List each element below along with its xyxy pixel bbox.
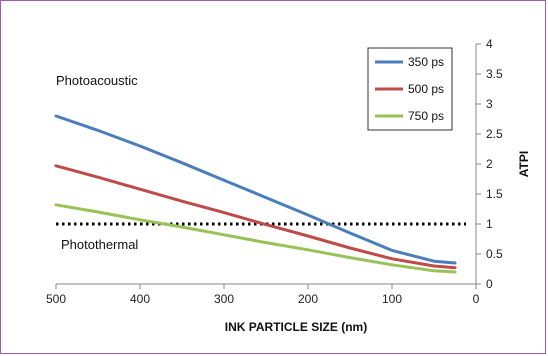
y-tick-label: 0 — [486, 277, 493, 291]
y-tick-label: 1.5 — [486, 187, 503, 201]
series-line-750-ps — [54, 203, 457, 274]
legend-label: 750 ps — [408, 109, 444, 123]
series-layer — [54, 114, 457, 274]
axes: 500 400 300 200 100 00 0.5 1 1.5 2 2.5 3 3.5 4 INK PAR… — [46, 37, 531, 334]
legend-label: 350 ps — [408, 55, 444, 69]
annotation-photothermal: Photothermal — [61, 237, 138, 252]
y-tick-label: 3.5 — [486, 67, 503, 81]
x-tick-label: 100 — [382, 292, 402, 306]
series-line-350-ps — [54, 114, 457, 265]
x-tick-label: 300 — [214, 292, 234, 306]
legend: 350 ps 500 ps 750 ps — [367, 47, 453, 131]
x-tick-label: 200 — [298, 292, 318, 306]
y-tick-label: 1 — [486, 217, 493, 231]
annotation-layer: Photoacoustic Photothermal — [56, 73, 138, 252]
y-tick-label: 2.5 — [486, 127, 503, 141]
x-tick-label: 0 — [473, 292, 480, 306]
x-axis-title: INK PARTICLE SIZE (nm) — [225, 320, 367, 334]
y-tick-label: 0.5 — [486, 247, 503, 261]
y-axis-title: ATPI — [517, 151, 531, 177]
x-tick-label: 400 — [130, 292, 150, 306]
series-line-500-ps — [54, 164, 457, 270]
annotation-photoacoustic: Photoacoustic — [56, 73, 138, 88]
legend-label: 500 ps — [408, 82, 444, 96]
y-tick-label: 4 — [486, 37, 493, 51]
y-tick-label: 2 — [486, 157, 493, 171]
y-tick-label: 3 — [486, 97, 493, 111]
x-tick-label: 500 — [46, 292, 66, 306]
